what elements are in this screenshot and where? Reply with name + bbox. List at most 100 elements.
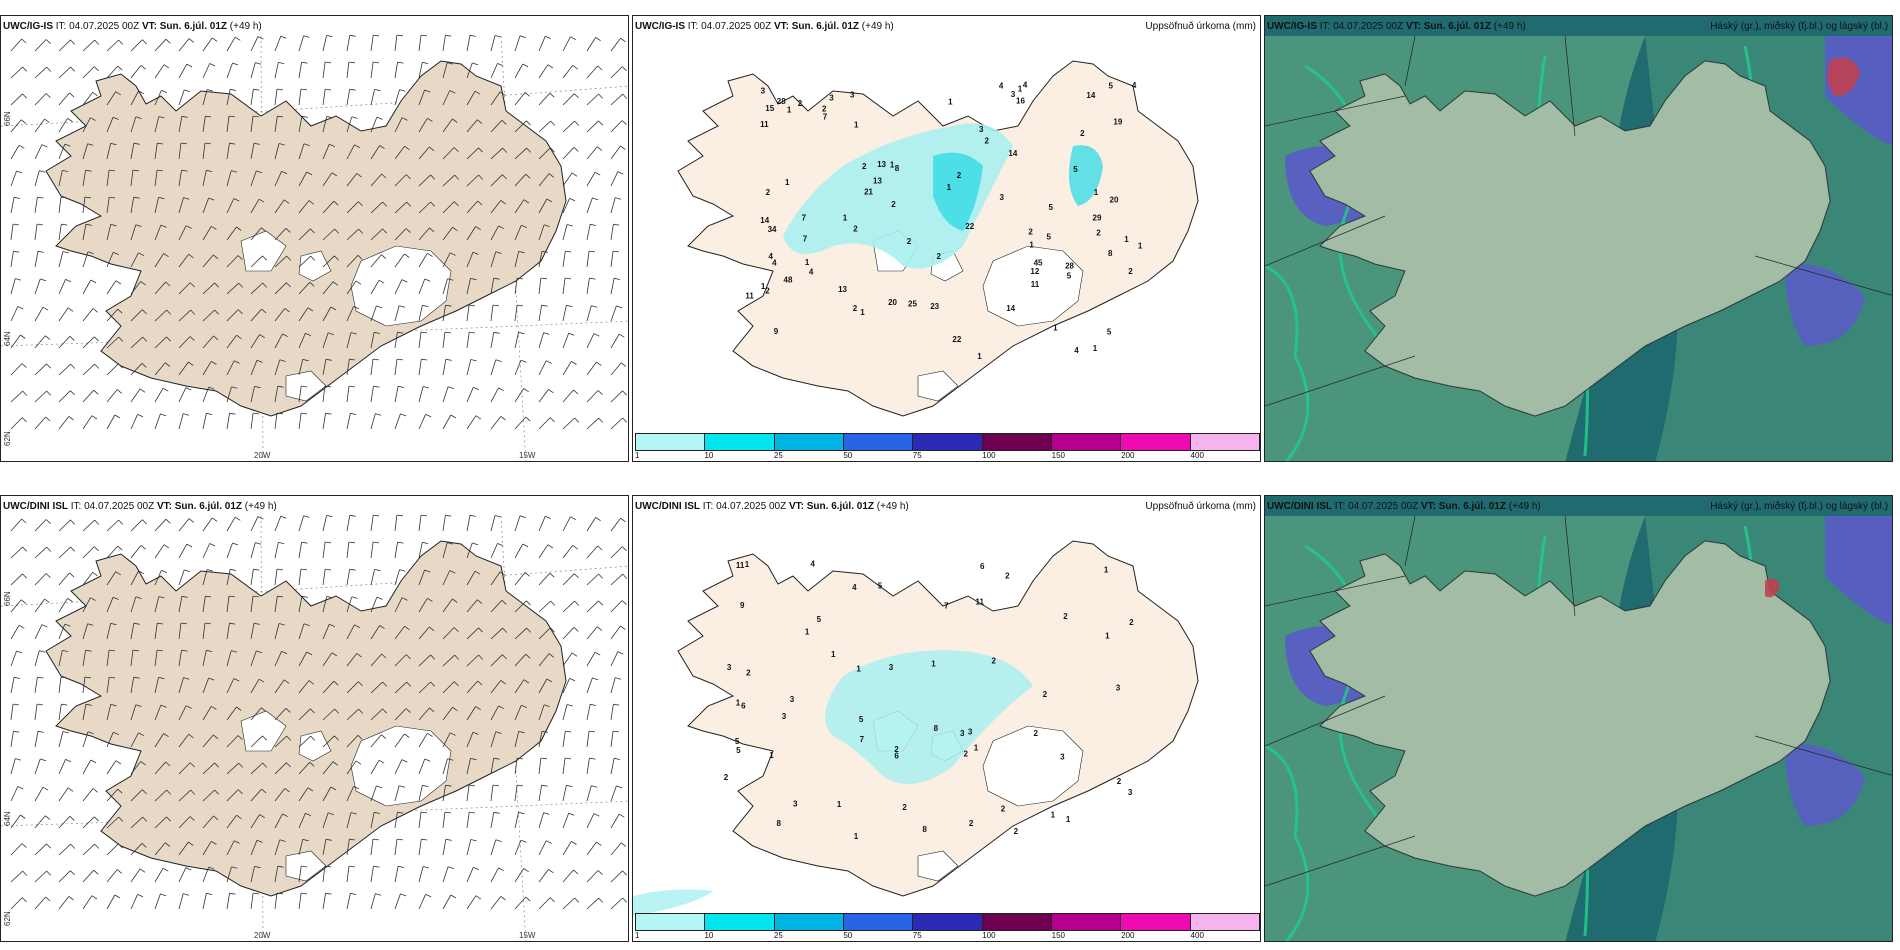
precip-value: 3 xyxy=(793,800,798,809)
precip-value: 2 xyxy=(853,225,858,234)
precip-value: 2 xyxy=(985,136,990,145)
precip-value: 4 xyxy=(772,258,777,267)
vt-label: VT: xyxy=(788,501,804,512)
colorbar-label: 400 xyxy=(1190,451,1204,460)
precip-value: 1 xyxy=(736,698,741,707)
precip-value: 8 xyxy=(934,724,939,733)
lead-time: (+49 h) xyxy=(1508,501,1541,512)
colorbar-label: 400 xyxy=(1190,931,1204,940)
it-label: IT: xyxy=(687,21,699,32)
colorbar-label: 10 xyxy=(704,451,714,460)
vt-value: Sun. 6.júl. 01Z xyxy=(791,21,859,32)
vt-label: VT: xyxy=(156,501,172,512)
cloud-panel-bottom: UWC/DINI ISL IT: 04.07.2025 00Z VT: Sun.… xyxy=(1264,495,1893,942)
precip-value: 5 xyxy=(817,615,822,624)
precip-value: 12 xyxy=(1030,267,1039,276)
precip-value: 14 xyxy=(1086,91,1095,100)
precip-value: 3 xyxy=(850,91,855,100)
colorbar-segment xyxy=(913,434,983,450)
precip-value: 1 xyxy=(1105,631,1110,640)
lon-label-20w: 20W xyxy=(254,931,271,940)
precip-value: 4 xyxy=(811,560,816,569)
colorbar-segment xyxy=(982,434,1052,450)
colorbar-label: 200 xyxy=(1121,451,1135,460)
precip-value: 1 xyxy=(787,105,792,114)
precip-value: 2 xyxy=(1063,612,1068,621)
precip-value: 2 xyxy=(894,745,899,754)
precip-value: 5 xyxy=(735,737,740,746)
precip-value: 2 xyxy=(1034,729,1039,738)
panel-header: UWC/DINI ISL IT: 04.07.2025 00Z VT: Sun.… xyxy=(3,501,277,512)
lon-label-20w: 20W xyxy=(254,451,271,460)
precip-value: 8 xyxy=(922,825,927,834)
vt-value: Sun. 6.júl. 01Z xyxy=(159,21,227,32)
model-name: UWC/IG-IS xyxy=(635,21,685,32)
precip-value: 4 xyxy=(999,82,1004,91)
colorbar-segment xyxy=(1051,434,1122,450)
precip-value: 1 xyxy=(837,800,842,809)
precip-value: 2 xyxy=(765,286,770,295)
colorbar-segment xyxy=(774,434,844,450)
lead-time: (+49 h) xyxy=(861,21,894,32)
precip-value: 21 xyxy=(864,187,873,196)
precip-value: 5 xyxy=(1109,82,1114,91)
model-name: UWC/DINI ISL xyxy=(1267,501,1332,512)
cloud-map-bottom xyxy=(1265,496,1892,941)
precip-value: 14 xyxy=(1008,149,1017,158)
precip-value: 11 xyxy=(745,292,754,301)
precip-value: 4 xyxy=(1023,81,1028,90)
precip-value: 1 xyxy=(1138,242,1143,251)
precip-value: 2 xyxy=(1014,827,1019,836)
precip-value: 3 xyxy=(1128,788,1133,797)
precip-value: 3 xyxy=(889,663,894,672)
precip-panel-bottom: 1 2 1 2 5 3 2 3 1 1 3 3 1 2 3 2 2 5 1 1 5 3 6 8 11 6 2 6 3 3 3 7 5 9 8 4 2 2 1… xyxy=(632,495,1261,942)
precip-value: 1 xyxy=(1051,811,1056,820)
colorbar-label: 25 xyxy=(773,451,783,460)
precip-value: 20 xyxy=(1110,196,1119,205)
precip-value: 3 xyxy=(829,94,834,103)
precip-value: 2 xyxy=(766,188,771,197)
precip-value: 11 xyxy=(1031,280,1040,289)
colorbar-label: 75 xyxy=(912,451,922,460)
colorbar-segment xyxy=(636,914,706,930)
precip-value: 2 xyxy=(822,105,827,114)
precip-value: 3 xyxy=(979,125,984,134)
colorbar-label: 50 xyxy=(843,931,853,940)
precip-value: 1 xyxy=(831,650,836,659)
precip-value: 1 xyxy=(948,97,953,106)
precip-value: 2 xyxy=(957,171,962,180)
colorbar-segment xyxy=(982,914,1052,930)
colorbar-label: 100 xyxy=(982,451,996,460)
precip-value: 3 xyxy=(968,728,973,737)
colorbar-labels: 1 10 25 50 75 100 150 200 400 xyxy=(635,931,1260,941)
precip-value: 7 xyxy=(860,735,865,744)
precip-value: 5 xyxy=(878,582,883,591)
it-value: 04.07.2025 00Z xyxy=(716,501,787,512)
precip-value: 2 xyxy=(1028,228,1033,237)
precip-value: 5 xyxy=(1073,165,1078,174)
precip-value: 1 xyxy=(860,308,865,317)
cloud-panel-top: UWC/IG-IS IT: 04.07.2025 00Z VT: Sun. 6.… xyxy=(1264,15,1893,462)
cloud-title: Háský (gr.), miðský (fj.bl.) og lágský (… xyxy=(1710,501,1888,512)
precip-value: 1 xyxy=(1018,84,1023,93)
model-name: UWC/DINI ISL xyxy=(3,501,68,512)
precip-value: 29 xyxy=(1093,214,1102,223)
precip-value: 2 xyxy=(969,819,974,828)
lon-label-15w: 15W xyxy=(519,451,536,460)
precip-value: 28 xyxy=(777,97,786,106)
colorbar-segment xyxy=(705,914,775,930)
precip-value: 2 xyxy=(1043,690,1048,699)
precip-value: 1 xyxy=(745,560,750,569)
lat-label-64: 64N xyxy=(3,811,12,826)
model-name: UWC/IG-IS xyxy=(1267,21,1317,32)
precip-value: 19 xyxy=(1113,118,1122,127)
vt-label: VT: xyxy=(141,21,157,32)
precip-value: 7 xyxy=(944,601,949,610)
lead-time: (+49 h) xyxy=(244,501,277,512)
panel-header: UWC/IG-IS IT: 04.07.2025 00Z VT: Sun. 6.… xyxy=(1267,21,1526,32)
colorbar-segment xyxy=(843,914,914,930)
panel-header: UWC/IG-IS IT: 04.07.2025 00Z VT: Sun. 6.… xyxy=(3,21,262,32)
precip-value: 7 xyxy=(802,214,807,223)
precip-value: 2 xyxy=(862,162,867,171)
precip-value: 1 xyxy=(805,628,810,637)
